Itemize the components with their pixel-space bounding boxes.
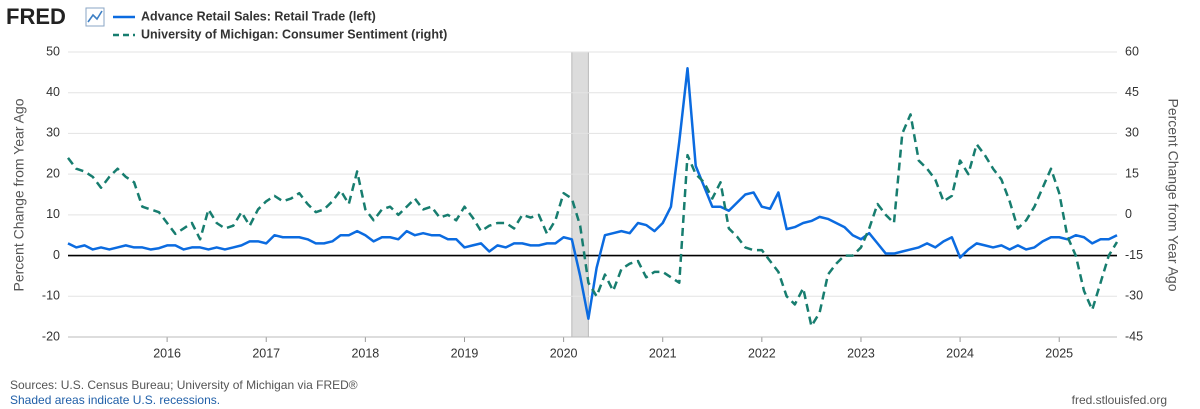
x-tick-label: 2023 — [847, 346, 875, 360]
x-tick-label: 2024 — [946, 346, 974, 360]
y-tick-label: -20 — [42, 329, 60, 343]
x-tick-label: 2018 — [351, 346, 379, 360]
sources: Sources: U.S. Census Bureau; University … — [10, 378, 358, 392]
y-tick-label: 0 — [53, 248, 60, 262]
x-tick-label: 2022 — [748, 346, 776, 360]
y-tick-label: -10 — [42, 289, 60, 303]
logo: FRED — [6, 4, 66, 29]
y2-tick-label: 45 — [1125, 85, 1139, 99]
y-tick-label: 50 — [46, 44, 60, 58]
y-tick-label: 30 — [46, 126, 60, 140]
x-tick-label: 2020 — [550, 346, 578, 360]
x-tick-label: 2019 — [451, 346, 479, 360]
y2-tick-label: -45 — [1125, 329, 1143, 343]
logo-icon — [85, 7, 105, 27]
y-tick-label: 10 — [46, 207, 60, 221]
y2-tick-label: 30 — [1125, 126, 1139, 140]
y2-axis-label: Percent Change from Year Ago — [1165, 98, 1181, 291]
legend-label: Advance Retail Sales: Retail Trade (left… — [141, 9, 376, 23]
legend-label: University of Michigan: Consumer Sentime… — [141, 27, 447, 41]
y2-tick-label: 0 — [1125, 207, 1132, 221]
x-tick-label: 2025 — [1045, 346, 1073, 360]
series-line — [67, 113, 1119, 328]
y-tick-label: 20 — [46, 166, 60, 180]
recession-note: Shaded areas indicate U.S. recessions. — [10, 393, 220, 407]
y2-tick-label: -30 — [1125, 289, 1143, 303]
y2-tick-label: 15 — [1125, 166, 1139, 180]
recession-band — [571, 51, 589, 338]
y-axis-label: Percent Change from Year Ago — [11, 98, 27, 291]
x-tick-label: 2016 — [153, 346, 181, 360]
y2-tick-label: 60 — [1125, 44, 1139, 58]
x-tick-label: 2021 — [649, 346, 677, 360]
y-tick-label: 40 — [46, 85, 60, 99]
x-tick-label: 2017 — [252, 346, 280, 360]
series-line — [67, 67, 1118, 320]
y2-tick-label: -15 — [1125, 248, 1143, 262]
credit: fred.stlouisfed.org — [1072, 393, 1167, 407]
